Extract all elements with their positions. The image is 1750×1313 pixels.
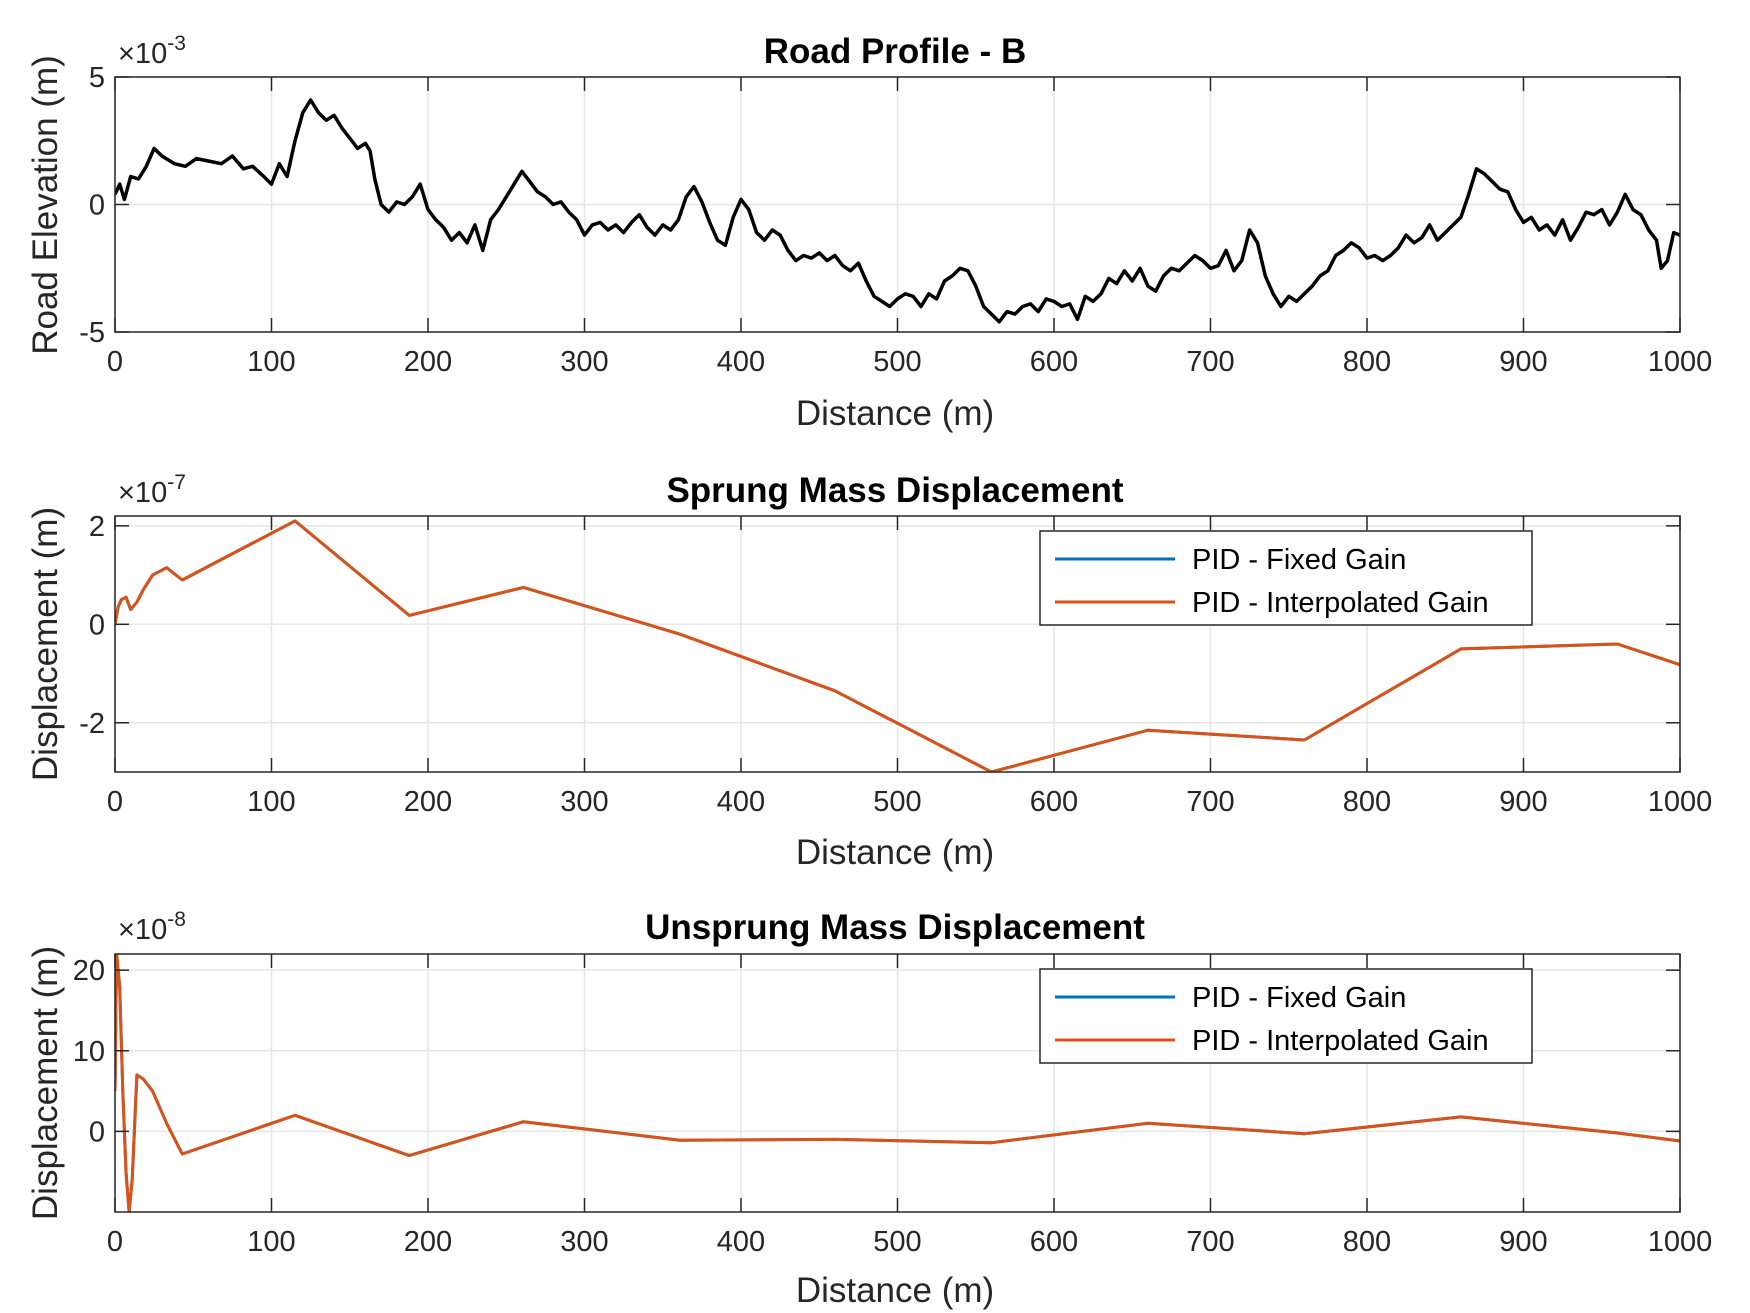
y-exponent: ×10-8 [118,908,186,946]
x-tick-label: 500 [873,1226,921,1258]
x-tick-label: 400 [717,1226,765,1258]
y-tick-label: 0 [89,1116,105,1148]
x-tick-label: 600 [1030,786,1078,818]
x-tick-label: 900 [1499,346,1547,378]
sprung-mass-panel: Sprung Mass Displacement ×10-7 Distance … [26,471,1712,872]
x-tick-label: 700 [1186,1226,1234,1258]
series-line-0 [115,98,1680,324]
chart-title: Road Profile - B [764,32,1027,71]
x-tick-label: 600 [1030,346,1078,378]
y-tick-label: -5 [79,317,105,349]
unsprung-mass-panel: Unsprung Mass Displacement ×10-8 Distanc… [26,908,1712,1310]
x-tick-label: 100 [247,1226,295,1258]
y-tick-label: 5 [89,62,105,94]
chart-title: Sprung Mass Displacement [666,471,1123,510]
y-tick-label: -2 [79,708,105,740]
x-axis-label: Distance (m) [796,1271,994,1310]
y-exponent-value: -8 [167,908,186,931]
legend-entry-label: PID - Interpolated Gain [1192,1025,1489,1057]
x-tick-label: 800 [1343,346,1391,378]
legend-entry-label: PID - Fixed Gain [1192,544,1406,576]
legend-box [1039,968,1533,1064]
x-tick-label: 100 [247,346,295,378]
x-tick-label: 1000 [1648,1226,1713,1258]
y-axis-label: Displacement (m) [26,946,65,1220]
x-tick-label: 800 [1343,786,1391,818]
x-tick-label: 500 [873,786,921,818]
y-exponent-value: -3 [167,32,186,55]
x-tick-label: 700 [1186,346,1234,378]
road-profile-panel: Road Profile - B ×10-3 Distance (m) Road… [26,32,1712,433]
x-tick-label: 400 [717,346,765,378]
x-tick-label: 200 [404,786,452,818]
y-tick-label: 10 [73,1036,105,1068]
x-tick-label: 0 [107,346,123,378]
x-tick-label: 400 [717,786,765,818]
legend-entry-label: PID - Fixed Gain [1192,982,1406,1014]
x-tick-label: 200 [404,1226,452,1258]
y-exponent-value: -7 [167,471,186,494]
y-tick-label: 0 [89,190,105,222]
x-tick-label: 0 [107,786,123,818]
x-tick-label: 900 [1499,786,1547,818]
x-tick-label: 600 [1030,1226,1078,1258]
x-tick-label: 800 [1343,1226,1391,1258]
x-tick-label: 900 [1499,1226,1547,1258]
x-tick-label: 200 [404,346,452,378]
x-tick-label: 0 [107,1226,123,1258]
chart-title: Unsprung Mass Displacement [645,908,1145,947]
x-tick-label: 300 [560,1226,608,1258]
x-tick-label: 1000 [1648,346,1713,378]
x-tick-label: 700 [1186,786,1234,818]
x-tick-label: 300 [560,346,608,378]
x-tick-label: 500 [873,346,921,378]
y-exponent: ×10-7 [118,471,186,509]
y-axis-label: Road Elevation (m) [26,55,65,355]
x-tick-label: 100 [247,786,295,818]
x-axis-label: Distance (m) [796,833,994,872]
x-tick-label: 300 [560,786,608,818]
y-tick-label: 2 [89,511,105,543]
y-tick-label: 20 [73,955,105,987]
x-axis-label: Distance (m) [796,394,994,433]
legend-box [1039,530,1533,626]
x-tick-label: 1000 [1648,786,1713,818]
y-tick-label: 0 [89,609,105,641]
y-axis-label: Displacement (m) [26,507,65,781]
series-line-1 [115,519,1680,772]
series-line-1 [115,954,1680,1212]
legend-entry-label: PID - Interpolated Gain [1192,587,1489,619]
y-exponent: ×10-3 [118,32,186,70]
